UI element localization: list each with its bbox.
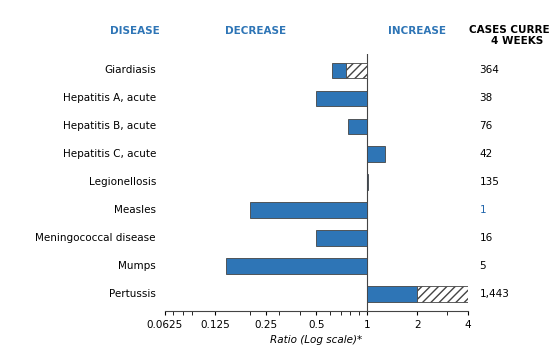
Bar [346, 62, 367, 78]
Bar [367, 174, 368, 190]
Text: 135: 135 [480, 177, 499, 187]
Text: Hepatitis A, acute: Hepatitis A, acute [63, 93, 156, 103]
Bar [316, 230, 367, 246]
X-axis label: Ratio (Log scale)*: Ratio (Log scale)* [270, 335, 362, 345]
Bar [226, 258, 367, 273]
Text: Meningococcal disease: Meningococcal disease [35, 233, 156, 243]
Text: Measles: Measles [114, 205, 156, 215]
Bar [250, 202, 367, 218]
Text: 1,443: 1,443 [480, 289, 509, 299]
Bar [332, 62, 346, 78]
Bar [367, 286, 417, 302]
Bar [316, 91, 367, 106]
Text: DECREASE: DECREASE [225, 26, 287, 36]
Text: INCREASE: INCREASE [388, 26, 446, 36]
Bar [417, 286, 467, 302]
Text: 76: 76 [480, 121, 493, 131]
Text: Legionellosis: Legionellosis [89, 177, 156, 187]
Bar [367, 146, 384, 162]
Text: Hepatitis C, acute: Hepatitis C, acute [63, 149, 156, 159]
Text: 42: 42 [480, 149, 493, 159]
Text: Hepatitis B, acute: Hepatitis B, acute [63, 121, 156, 131]
Text: 5: 5 [480, 261, 486, 271]
Text: Giardiasis: Giardiasis [104, 65, 156, 75]
Text: 364: 364 [480, 65, 499, 75]
Bar [348, 119, 367, 134]
Text: Mumps: Mumps [118, 261, 156, 271]
Text: 38: 38 [480, 93, 493, 103]
Text: Pertussis: Pertussis [109, 289, 156, 299]
Text: 1: 1 [480, 205, 486, 215]
Text: CASES CURRENT
4 WEEKS: CASES CURRENT 4 WEEKS [469, 25, 550, 46]
Text: DISEASE: DISEASE [110, 26, 160, 36]
Text: 16: 16 [480, 233, 493, 243]
